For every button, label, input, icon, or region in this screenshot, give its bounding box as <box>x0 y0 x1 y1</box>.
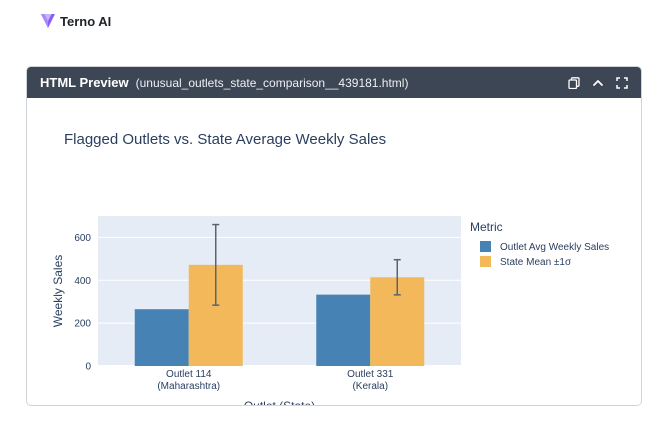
panel-header: HTML Preview (unusual_outlets_state_comp… <box>27 67 641 98</box>
x-axis-title: Outlet (State) <box>244 399 315 405</box>
y-tick-label: 400 <box>74 276 91 287</box>
legend-swatch <box>480 241 491 252</box>
expand-icon <box>615 76 628 89</box>
copy-icon <box>567 76 580 89</box>
x-tick-label: (Kerala) <box>352 381 388 392</box>
x-tick-label: (Maharashtra) <box>157 381 220 392</box>
html-preview-panel: HTML Preview (unusual_outlets_state_comp… <box>26 66 642 406</box>
y-tick-label: 600 <box>74 233 91 244</box>
brand-name: Terno AI <box>60 13 112 29</box>
chevron-up-icon <box>592 79 603 86</box>
legend-title: Metric <box>470 220 503 234</box>
bar <box>134 309 189 366</box>
legend-swatch <box>480 256 491 267</box>
legend-label: State Mean ±1σ <box>500 257 572 268</box>
bar-chart: 0 200 400 600 Outlet 114(Maharashtra) Outlet … <box>51 216 609 405</box>
x-tick-label: Outlet 331 <box>347 369 394 380</box>
brand: Terno AI <box>40 12 111 30</box>
y-tick-label: 200 <box>74 319 91 330</box>
chart-area: Flagged Outlets vs. State Average Weekly… <box>27 98 641 405</box>
panel-actions <box>566 75 629 90</box>
fullscreen-button[interactable] <box>614 75 629 90</box>
collapse-button[interactable] <box>590 75 605 90</box>
y-axis-title: Weekly Sales <box>51 255 65 327</box>
panel-filename: (unusual_outlets_state_comparison__43918… <box>135 75 409 90</box>
chart-title: Flagged Outlets vs. State Average Weekly… <box>64 131 387 148</box>
panel-title: HTML Preview <box>40 75 129 90</box>
x-tick-label: Outlet 114 <box>166 369 212 380</box>
bar <box>316 294 371 366</box>
terno-logo-icon <box>41 14 55 28</box>
legend-label: Outlet Avg Weekly Sales <box>500 242 609 253</box>
y-tick-label: 0 <box>85 362 91 373</box>
copy-button[interactable] <box>566 75 581 90</box>
